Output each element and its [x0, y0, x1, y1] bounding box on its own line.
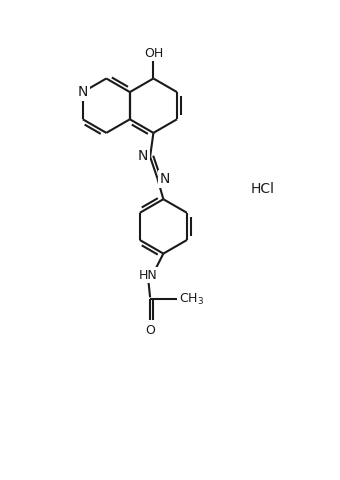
- Text: OH: OH: [144, 47, 163, 60]
- Text: N: N: [159, 172, 170, 186]
- Text: HN: HN: [139, 269, 158, 282]
- Text: N: N: [78, 85, 88, 99]
- Text: N: N: [138, 149, 148, 163]
- Text: O: O: [145, 324, 155, 336]
- Text: HCl: HCl: [251, 181, 275, 195]
- Text: CH$_3$: CH$_3$: [179, 291, 204, 307]
